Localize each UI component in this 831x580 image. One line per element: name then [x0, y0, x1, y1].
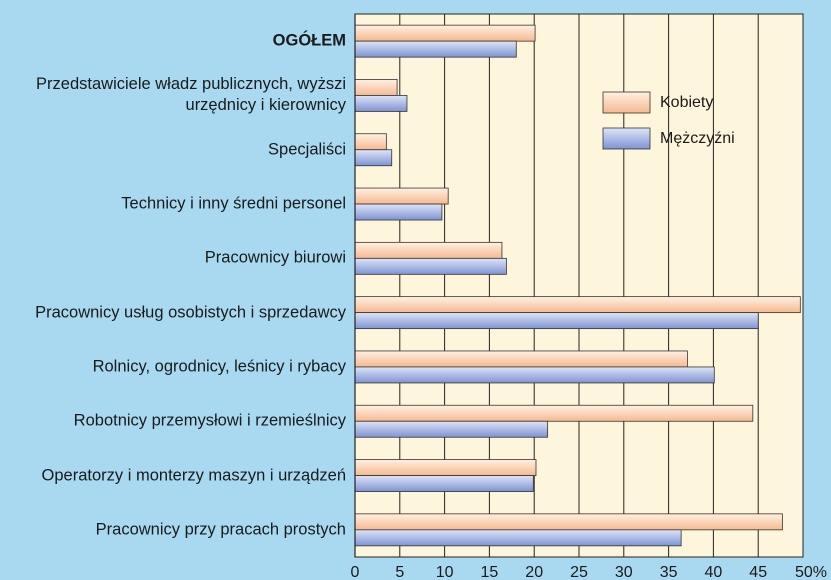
bar — [354, 257, 507, 275]
y-tick-label: Specjaliści — [268, 140, 346, 159]
x-tick-label: 0 — [351, 564, 360, 580]
legend-swatch — [602, 91, 651, 114]
y-tick-label: Pracownicy usług osobistych i sprzedawcy — [35, 303, 346, 322]
bar — [354, 529, 682, 547]
x-tick-label: 35 — [660, 564, 678, 580]
bar — [354, 40, 517, 58]
bar — [354, 459, 537, 476]
bar — [354, 366, 715, 384]
bar — [354, 350, 688, 368]
bar — [354, 404, 754, 422]
bar — [354, 513, 783, 531]
y-tick-label: Pracownicy biurowi — [204, 248, 346, 267]
bar — [354, 203, 443, 221]
x-tick-label: 50% — [795, 564, 827, 580]
legend-label: Mężczyźni — [660, 130, 735, 147]
y-tick-label: Technicy i inny średni personel — [121, 194, 346, 213]
y-tick-label: Operatorzy i monterzy maszyn i urządzeń — [41, 466, 346, 485]
x-tick-label: 25 — [570, 564, 588, 580]
x-tick-label: 30 — [615, 564, 633, 580]
y-tick-label: Pracownicy przy pracach prostych — [95, 520, 346, 539]
legend-swatch — [602, 127, 651, 150]
bar — [354, 420, 549, 438]
y-tick-label: Robotnicy przemysłowi i rzemieślnicy — [73, 411, 346, 430]
bar — [354, 241, 503, 259]
y-tick-label: OGÓŁEM — [272, 31, 346, 50]
bar — [354, 79, 398, 96]
bar — [354, 95, 408, 112]
bar — [354, 149, 393, 167]
bar — [354, 296, 801, 314]
bar — [354, 133, 387, 151]
bar — [354, 312, 759, 330]
bar — [354, 475, 534, 492]
x-tick-label: 15 — [481, 564, 499, 580]
x-tick-label: 20 — [525, 564, 543, 580]
y-tick-label: Rolnicy, ogrodnicy, leśnicy i rybacy — [92, 357, 346, 376]
bar — [354, 24, 536, 42]
y-tick-label: Przedstawiciele władz publicznych, wyższ… — [36, 75, 346, 115]
x-tick-label: 5 — [395, 564, 404, 580]
x-tick-label: 45 — [749, 564, 767, 580]
x-tick-label: 10 — [436, 564, 454, 580]
bar — [354, 187, 449, 205]
legend-label: Kobiety — [660, 94, 713, 111]
x-tick-label: 40 — [705, 564, 723, 580]
